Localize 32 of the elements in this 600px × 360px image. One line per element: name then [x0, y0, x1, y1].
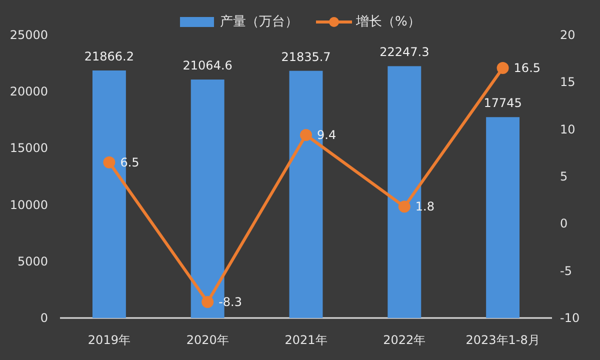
point	[103, 156, 116, 168]
y-tick-label: 25000	[10, 28, 48, 42]
data-label: 17745	[484, 96, 522, 110]
y-tick-label: 0	[40, 311, 48, 325]
bar	[486, 117, 520, 318]
x-tick-label: 2022年	[383, 333, 426, 347]
data-label: 21064.6	[182, 58, 232, 73]
y2-tick-label: -5	[560, 264, 572, 278]
y2-tick-label: 10	[560, 122, 576, 136]
legend-label: 增长（%）	[355, 14, 420, 30]
x-tick-label: 2020年	[186, 333, 229, 347]
point	[398, 200, 410, 213]
y2-tick-label: -10	[560, 311, 580, 325]
y2-tick-label: 15	[560, 75, 576, 90]
x-tick-label: 2021年	[284, 333, 328, 347]
y-tick-label: 10000	[10, 198, 48, 212]
y2-tick-label: 20	[560, 28, 576, 42]
data-label: 22247.3	[380, 45, 430, 60]
x-tick-label: 2023年1-8月	[466, 333, 540, 347]
y2-tick-label: 0	[560, 216, 568, 231]
y-tick-label: 5000	[17, 254, 48, 268]
legend-label: 产量（万台）	[220, 14, 298, 30]
x-tick-label: 2019年	[88, 333, 130, 347]
point	[202, 296, 214, 308]
y-tick-label: 20000	[10, 84, 48, 99]
data-label: 21835.7	[281, 50, 331, 64]
data-label: 21866.2	[84, 49, 134, 64]
data-label: 16.5	[514, 61, 541, 76]
y-tick-label: 15000	[10, 141, 48, 156]
point	[300, 128, 312, 141]
point	[496, 62, 509, 74]
y2-tick-label: 5	[560, 170, 568, 184]
